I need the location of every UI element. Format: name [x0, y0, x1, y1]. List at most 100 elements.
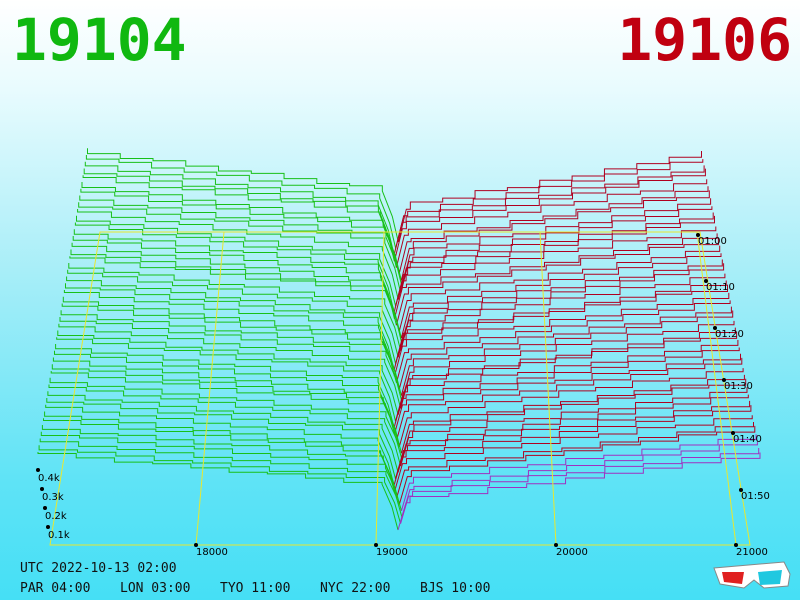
bid-curve: [45, 404, 395, 486]
ask-curve: [400, 310, 734, 396]
depth-label: 0.3k: [42, 492, 64, 503]
zone-time: LON 03:00: [120, 581, 190, 596]
ask-curve: [400, 327, 736, 409]
time-label: 01:20: [715, 329, 744, 340]
price-line: [375, 231, 385, 546]
ask-curve: [400, 387, 748, 467]
ask-curve: [397, 212, 714, 300]
time-label: 01:30: [724, 381, 753, 392]
price-line: [696, 231, 737, 546]
price-tick: [554, 543, 558, 547]
ask-curve: [393, 226, 717, 313]
utc-time: UTC 2022-10-13 02:00: [20, 561, 177, 576]
ask-curve: [395, 179, 708, 268]
ask-curve: [400, 374, 745, 454]
depth-curves: [37, 148, 761, 531]
bid-curve: [68, 263, 402, 351]
base-plane: [49, 231, 751, 546]
time-tick: [739, 488, 743, 492]
ask-curve: [400, 434, 757, 511]
bid-curve: [62, 296, 397, 383]
ask-curve: [393, 284, 728, 371]
ask-curve: [396, 357, 743, 441]
ask-curve: [393, 347, 740, 428]
price-label: 20000: [556, 547, 588, 558]
time-tick: [722, 378, 726, 382]
depth-tick: [43, 506, 47, 510]
depth-tick: [40, 487, 44, 491]
bid-curve: [46, 398, 396, 479]
bid-curve: [43, 418, 398, 499]
bid-curve: [80, 188, 402, 281]
bid-curve: [85, 155, 397, 249]
depth-tick: [46, 525, 50, 529]
ask-curve: [396, 421, 754, 499]
ask-curve: [393, 353, 741, 435]
bid-curve: [79, 195, 403, 287]
ask-curve: [393, 165, 705, 255]
ask-curve: [394, 415, 753, 492]
depth-tick: [36, 468, 40, 472]
bid-curve: [69, 256, 403, 345]
bid-curve: [81, 182, 400, 275]
ask-curve: [398, 186, 709, 275]
bid-curve: [66, 276, 397, 364]
ask-curve: [393, 292, 730, 377]
ask-curve: [401, 198, 712, 287]
time-tick: [713, 326, 717, 330]
bid-curve: [41, 425, 400, 505]
bid-curve: [65, 283, 395, 371]
plane-outline: [49, 231, 751, 546]
bid-curve: [59, 317, 403, 403]
ask-curve: [397, 150, 702, 243]
ask-curve: [397, 273, 726, 358]
bid-curve: [44, 411, 395, 492]
bid-curve: [58, 323, 402, 409]
time-label: 01:50: [741, 491, 770, 502]
bid-curve: [83, 168, 395, 262]
depth-label: 0.2k: [45, 511, 67, 522]
right-symbol: 19106: [617, 6, 792, 74]
ask-curve: [397, 394, 749, 473]
ask-curve: [400, 253, 722, 339]
bid-curve: [67, 269, 399, 358]
bid-curve: [55, 344, 395, 428]
ask-curve: [393, 168, 706, 262]
zone-time: BJS 10:00: [420, 581, 490, 596]
price-tick: [734, 543, 738, 547]
bid-curve: [76, 215, 397, 307]
ask-curve: [401, 259, 723, 345]
ask-curve: [395, 300, 731, 383]
bid-curve: [74, 222, 395, 313]
zone-time: TYO 11:00: [220, 581, 290, 596]
ask-curve: [395, 215, 715, 307]
bid-curve: [87, 148, 399, 243]
bid-curve: [54, 350, 395, 435]
ask-curve: [395, 340, 739, 422]
price-line: [195, 231, 225, 546]
ask-curve: [401, 320, 735, 403]
ask-curve: [400, 206, 713, 294]
bid-curve: [49, 377, 403, 460]
bid-curve: [56, 337, 397, 422]
ask-curve: [397, 331, 738, 415]
price-label: 21000: [736, 547, 768, 558]
ask-curve: [398, 306, 732, 390]
bid-curve: [73, 229, 395, 319]
bid-curve: [47, 391, 399, 473]
ask-curve: [400, 190, 710, 281]
ask-curve: [395, 280, 727, 364]
ask-curve: [393, 233, 718, 319]
price-tick: [374, 543, 378, 547]
bid-curve: [61, 303, 400, 390]
zone-time: PAR 04:00: [20, 581, 90, 596]
ask-curve: [398, 245, 721, 332]
bid-curve: [57, 330, 399, 415]
ask-curve: [395, 237, 719, 326]
red-lens: [722, 572, 744, 584]
bid-curve: [51, 364, 400, 447]
time-label: 01:40: [733, 434, 762, 445]
time-label: 01:10: [706, 282, 735, 293]
cyan-lens: [758, 570, 782, 585]
